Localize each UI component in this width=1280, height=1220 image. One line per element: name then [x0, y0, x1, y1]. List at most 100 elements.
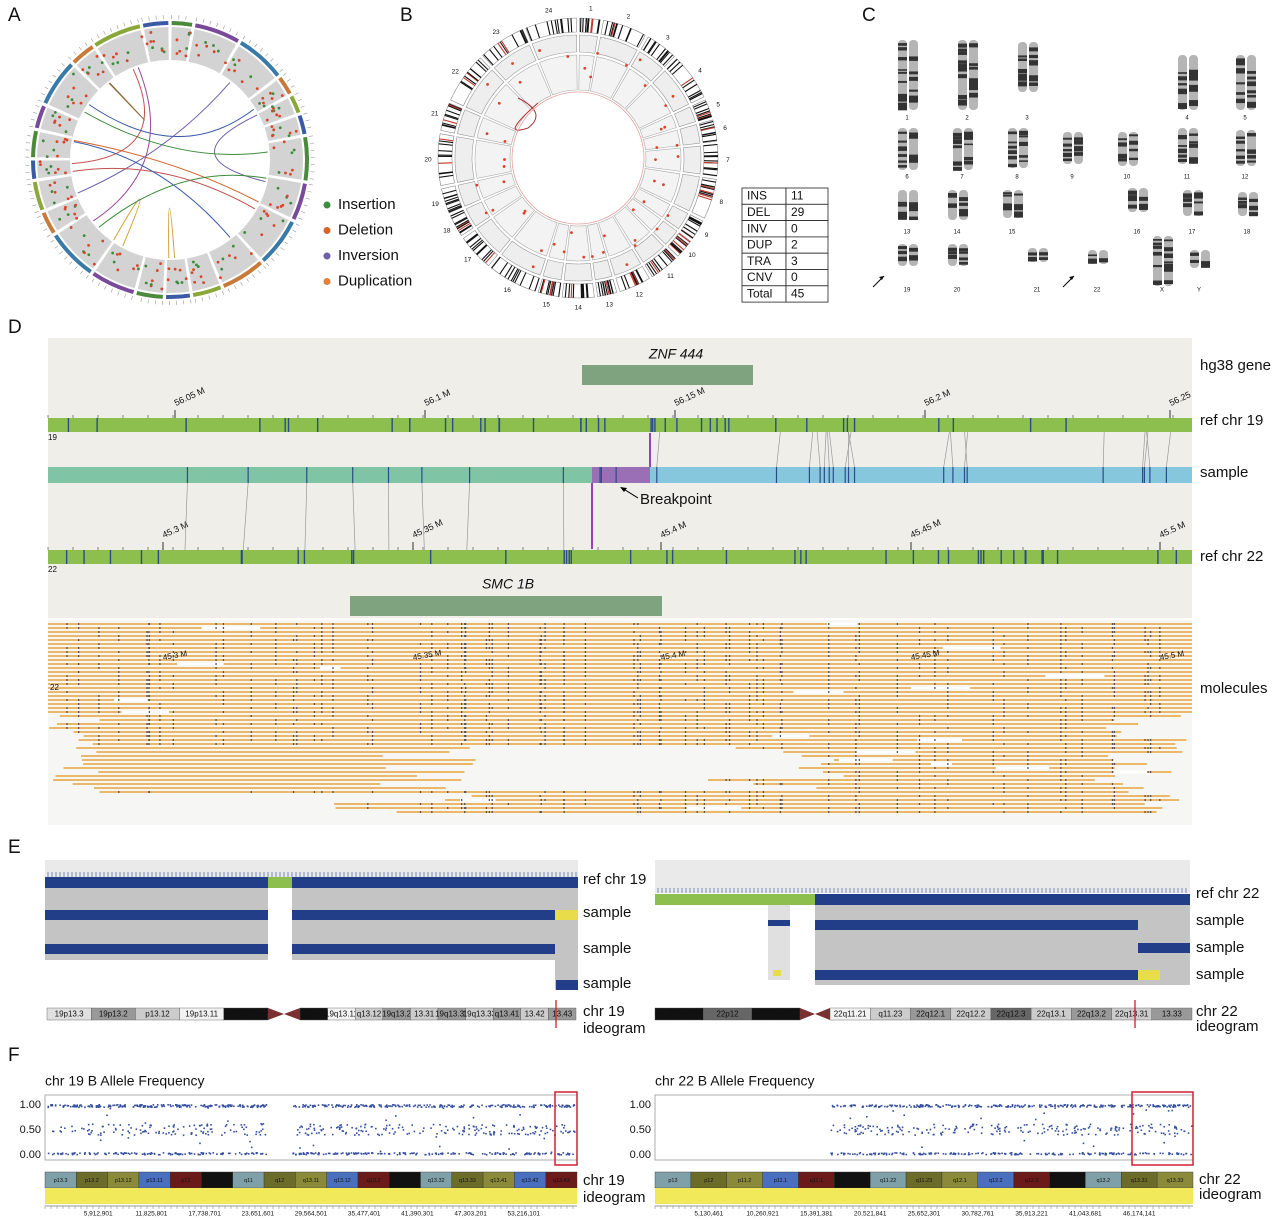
sv-dot — [258, 101, 261, 105]
label-site — [896, 647, 898, 649]
label-site — [828, 683, 830, 685]
band — [558, 282, 562, 297]
g-band — [1236, 140, 1245, 144]
label-site — [1060, 655, 1062, 657]
band — [549, 281, 554, 296]
sv-dot — [185, 47, 189, 50]
label-site — [660, 671, 662, 673]
label-site — [431, 659, 433, 661]
baf-point — [140, 1104, 143, 1107]
label-site — [1060, 727, 1062, 729]
baf-point — [160, 1104, 163, 1106]
label-site — [464, 803, 466, 805]
baf-point — [360, 1129, 363, 1132]
label-site — [703, 635, 706, 637]
label-site — [275, 739, 277, 741]
label-site — [855, 711, 857, 713]
label-site — [540, 683, 542, 685]
tick — [282, 73, 287, 76]
label-site — [1111, 803, 1114, 805]
label-site — [756, 799, 758, 801]
baf-point — [197, 1153, 200, 1156]
baf-point — [172, 1126, 175, 1128]
label-site — [371, 739, 374, 741]
label-site — [779, 627, 782, 629]
outer-ring — [194, 23, 240, 43]
g-band — [1153, 264, 1162, 268]
label-site — [639, 807, 642, 809]
sv-dot — [38, 160, 42, 164]
sv-dot — [166, 278, 170, 282]
baf-point — [1017, 1127, 1019, 1129]
baf-point — [462, 1129, 464, 1132]
baf-point — [81, 1127, 83, 1130]
baf-point — [194, 1105, 197, 1108]
track-label: ref chr 22 — [1200, 548, 1263, 565]
track-ring — [474, 139, 512, 179]
label-site — [159, 707, 161, 709]
baf-point — [136, 1104, 138, 1107]
outer-ring — [53, 234, 92, 274]
chromatid — [1178, 55, 1187, 110]
baf-point — [540, 1104, 542, 1107]
g-band — [969, 68, 978, 70]
baf-point — [885, 1153, 888, 1156]
baf-point — [500, 1133, 502, 1136]
band — [646, 263, 655, 276]
baf-point — [1020, 1129, 1022, 1132]
sv-dot — [54, 171, 57, 175]
label-site — [1113, 747, 1116, 749]
baf-point — [1073, 1132, 1076, 1134]
baf-point — [1004, 1127, 1006, 1129]
baf-point — [408, 1105, 411, 1108]
label-site — [918, 771, 921, 773]
alignment-line — [827, 431, 830, 468]
baf-point — [302, 1153, 305, 1155]
baf-point — [345, 1152, 348, 1154]
label-site — [1060, 775, 1062, 777]
label-site — [371, 687, 374, 689]
baf-point — [994, 1127, 996, 1130]
label-site — [275, 691, 277, 693]
baf-point — [1005, 1105, 1007, 1108]
baf-point — [84, 1152, 86, 1154]
baf-point — [206, 1123, 209, 1126]
sv-dot — [79, 101, 83, 105]
sv-dot — [63, 137, 67, 141]
baf-point — [1080, 1128, 1082, 1131]
label-site — [77, 699, 80, 701]
baf-point — [369, 1104, 372, 1107]
label-site — [485, 683, 488, 685]
outer-ring — [166, 293, 191, 299]
g-band — [959, 257, 968, 261]
baf-point — [378, 1104, 381, 1106]
label-site — [781, 699, 783, 701]
baf-point — [320, 1129, 323, 1131]
sv-dot — [249, 252, 253, 255]
g-band — [1247, 70, 1256, 74]
label-site — [1147, 747, 1149, 749]
sv-dot — [101, 70, 105, 74]
band — [469, 68, 482, 78]
label-site — [855, 639, 857, 641]
label-site — [544, 695, 546, 697]
g-band — [1178, 83, 1187, 86]
label-site — [461, 803, 463, 805]
label-site — [118, 635, 120, 637]
label-site — [148, 719, 151, 721]
label-site — [1159, 707, 1161, 709]
table-value: 2 — [791, 238, 798, 252]
baf-point — [1151, 1127, 1154, 1129]
baf-point — [537, 1153, 539, 1155]
baf-point — [433, 1105, 435, 1107]
g-band — [1018, 81, 1027, 86]
label-site — [896, 643, 898, 645]
label-site — [488, 679, 491, 681]
baf-point — [1016, 1153, 1018, 1156]
baf-point — [468, 1152, 471, 1154]
g-band — [1008, 150, 1017, 154]
g-band — [1074, 140, 1083, 145]
label-site — [1065, 687, 1067, 689]
chromosome-ring — [38, 176, 77, 209]
label-site — [146, 635, 148, 637]
